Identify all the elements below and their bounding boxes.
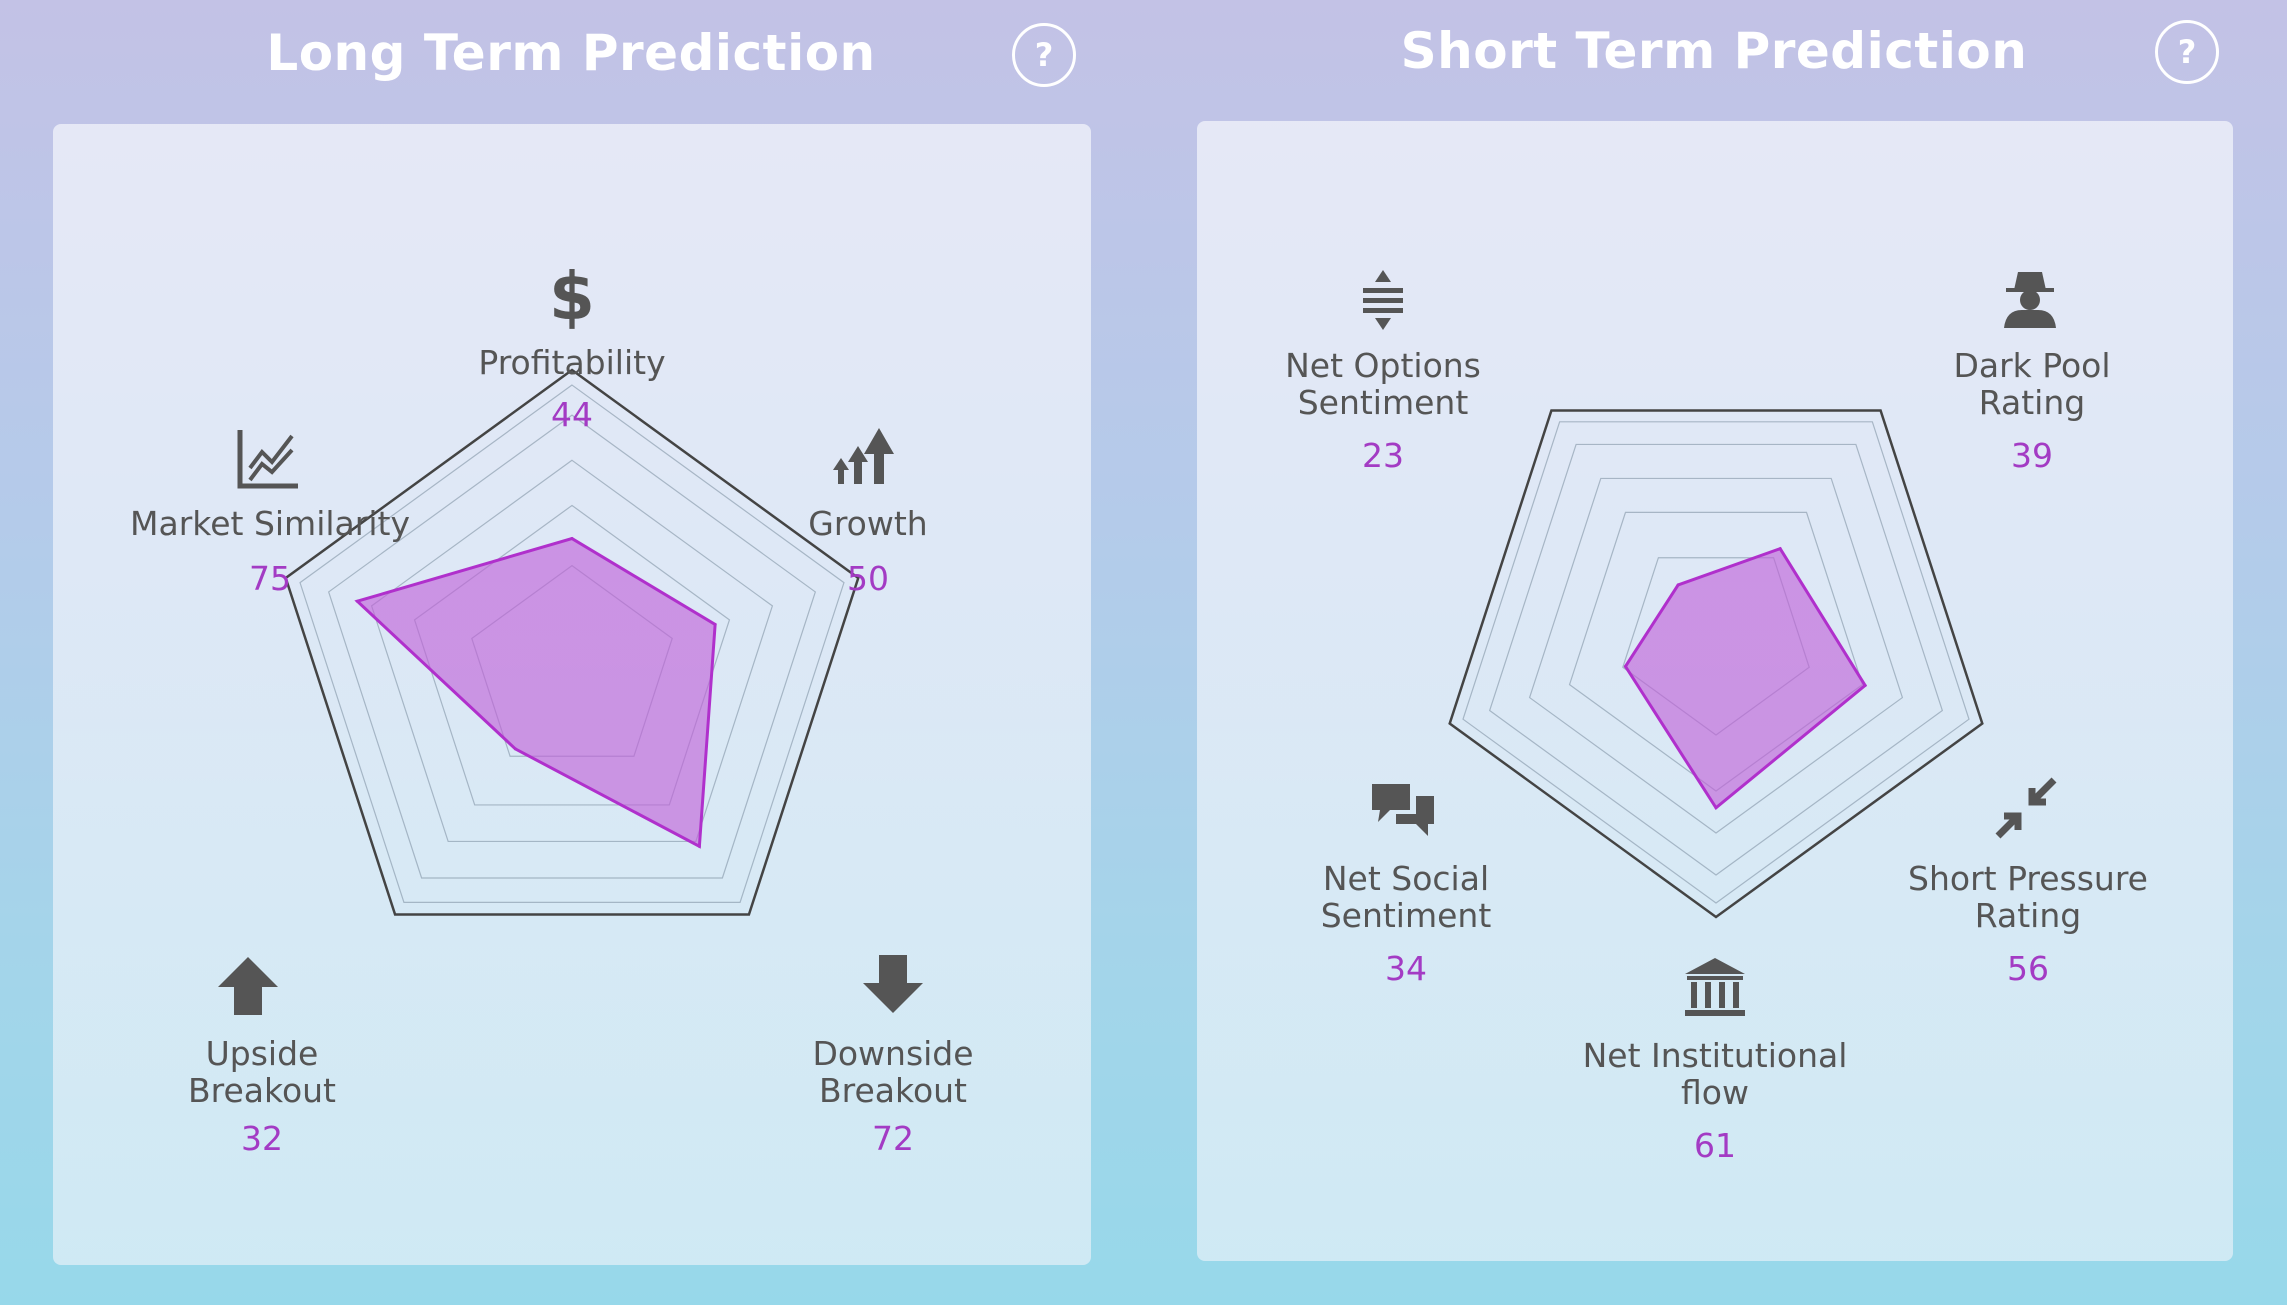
radar-data-point: [1676, 583, 1680, 587]
compress-arrows-icon: [1995, 777, 2057, 839]
bank-icon: [1685, 958, 1745, 1016]
radar-data-point: [713, 622, 717, 626]
short-term-help-button[interactable]: ?: [2155, 20, 2219, 84]
radar-outer-frame: [284, 368, 860, 916]
short-term-title: Short Term Prediction: [1400, 22, 2028, 80]
radar-axis-value: 44: [551, 395, 593, 434]
radar-axis-label: Net Options Sentiment: [1285, 346, 1481, 422]
radar-axis-value: 56: [2007, 949, 2049, 988]
radar-axis-label: Profitability: [478, 343, 665, 382]
radar-data-point: [1863, 683, 1867, 687]
radar-axis-value: 23: [1362, 436, 1404, 475]
radar-axis-label: Dark Pool Rating: [1953, 346, 2110, 422]
radar-axis-label: Upside Breakout: [188, 1034, 336, 1110]
radar-axis-label: Growth: [808, 504, 927, 543]
arrow-up-icon: [218, 957, 278, 1015]
long-term-radar-chart: $ Profitability 44 Growth 50 Downside Breakout…: [130, 258, 974, 1158]
radar-axis-value: 61: [1694, 1126, 1736, 1165]
short-term-radar-chart: Net Options Sentiment 23 Dark Pool Rating 39 S…: [1285, 270, 2148, 1165]
dollar-icon: $: [549, 258, 595, 335]
long-term-help-button[interactable]: ?: [1012, 23, 1076, 87]
radar-axis-value: 32: [241, 1119, 283, 1158]
radar-axis-label: Net Institutional flow: [1583, 1036, 1848, 1112]
radar-grid-ring: [299, 384, 845, 903]
radar-data-point: [1778, 547, 1782, 551]
arrow-down-icon: [863, 955, 923, 1013]
radar-grid-ring: [1488, 443, 1944, 876]
radar-axis-value: 50: [847, 559, 889, 598]
line-chart-icon: [237, 430, 298, 489]
radar-data-area: [1623, 546, 1868, 811]
radar-axis-label: Market Similarity: [130, 504, 410, 543]
radar-axis-value: 34: [1385, 949, 1427, 988]
radar-axis-label: Net Social Sentiment: [1321, 859, 1492, 935]
spy-icon: [2004, 272, 2056, 328]
svg-text:$: $: [549, 258, 595, 335]
radar-grid-ring: [1462, 421, 1970, 904]
radar-data-area: [354, 536, 717, 849]
radar-outer-frame: [1448, 409, 1984, 919]
radar-grid-ring: [327, 414, 817, 879]
radar-axis-value: 75: [249, 559, 291, 598]
radar-data-point: [1623, 664, 1627, 668]
radar-axis-label: Downside Breakout: [812, 1034, 973, 1110]
radar-data-point: [355, 599, 359, 603]
options-arrows-icon: [1363, 270, 1403, 330]
growth-arrows-icon: [833, 428, 894, 484]
radar-axis-label: Short Pressure Rating: [1908, 859, 2148, 935]
radar-data-point: [513, 747, 517, 751]
radar-grid-ring: [370, 459, 774, 843]
long-term-title: Long Term Prediction: [266, 24, 876, 82]
radar-axis-value: 72: [872, 1119, 914, 1158]
radar-data-point: [697, 844, 701, 848]
radar-data-point: [1714, 806, 1718, 810]
radar-grid-ring: [1528, 477, 1904, 834]
radar-data-point: [570, 537, 574, 541]
radar-axis-value: 39: [2011, 436, 2053, 475]
chat-bubbles-icon: [1372, 784, 1434, 836]
